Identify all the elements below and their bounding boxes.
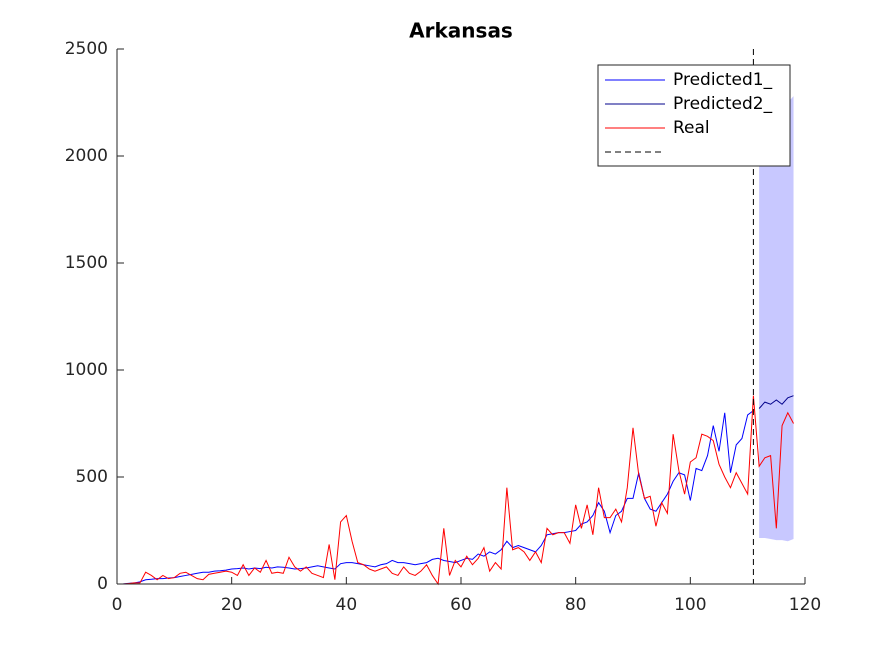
y-tick-label: 1000 [65, 360, 108, 380]
x-tick-label: 80 [565, 595, 587, 615]
legend-label: Predicted1_ [673, 70, 773, 90]
confidence-band [759, 96, 794, 542]
x-tick-label: 40 [336, 595, 358, 615]
y-tick-label: 2000 [65, 146, 108, 166]
y-tick-label: 1500 [65, 253, 108, 273]
y-tick-label: 500 [76, 467, 108, 487]
x-tick-label: 20 [221, 595, 243, 615]
legend-label: Predicted2_ [673, 94, 773, 114]
y-tick-label: 2500 [65, 39, 108, 59]
legend: Predicted1_ Predicted2_ Real [597, 64, 791, 167]
series-line [122, 395, 794, 586]
series-line [758, 395, 794, 409]
legend-box [597, 64, 791, 167]
x-tick-label: 120 [789, 595, 821, 615]
x-tick-label: 60 [450, 595, 472, 615]
x-tick-label: 100 [674, 595, 706, 615]
legend-label: Real [673, 118, 710, 138]
x-tick-label: 0 [112, 595, 123, 615]
series-line [122, 410, 754, 585]
y-tick-label: 0 [97, 574, 108, 594]
chart-title: Arkansas [409, 19, 513, 43]
